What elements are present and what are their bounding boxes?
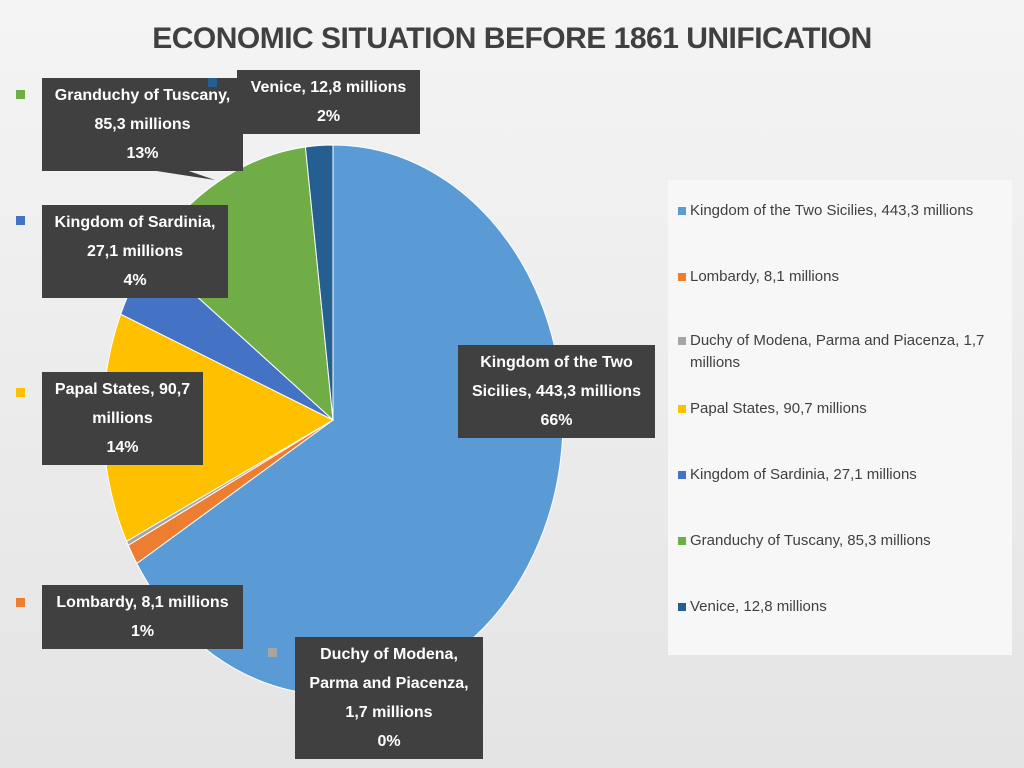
legend-label: Granduchy of Tuscany, 85,3 millions [690,532,931,549]
data-label-percent: 0% [377,733,401,750]
legend-swatch [678,471,686,479]
legend-entry: Duchy of Modena, Parma and Piacenza, 1,7… [678,330,1008,374]
data-label-name: Venice, 12,8 millions [250,79,407,96]
data-label-percent: 2% [316,108,341,125]
legend-swatch [678,537,686,545]
data-label-name: Papal States, 90,7 millions [54,381,191,427]
leader [150,168,215,180]
legend-label: Papal States, 90,7 millions [690,400,867,417]
label-key [268,648,277,657]
data-label: Kingdom of Sardinia, 27,1 millions 4% [42,205,228,298]
data-label: Venice, 12,8 millions 2% [237,70,420,134]
pie-slice [304,144,334,421]
data-label: Duchy of Modena, Parma and Piacenza, 1,7… [295,637,483,759]
data-label-name: Kingdom of the Two Sicilies, 443,3 milli… [472,354,641,400]
data-label: Lombardy, 8,1 millions 1% [42,585,243,649]
legend-entry: Kingdom of Sardinia, 27,1 millions [678,464,1008,486]
legend-entry: Granduchy of Tuscany, 85,3 millions [678,530,1008,552]
data-label-name: Duchy of Modena, Parma and Piacenza, 1,7… [309,646,469,721]
data-label-name: Granduchy of Tuscany, 85,3 millions [54,87,231,133]
legend-swatch [678,603,686,611]
data-label-name: Kingdom of Sardinia, 27,1 millions [54,214,216,260]
label-key [16,388,25,397]
legend-swatch [678,405,686,413]
data-label-percent: 66% [540,412,573,429]
legend-label: Kingdom of the Two Sicilies, 443,3 milli… [690,202,974,219]
legend: Kingdom of the Two Sicilies, 443,3 milli… [668,180,1012,655]
data-label: Papal States, 90,7 millions 14% [42,372,203,465]
label-key [16,216,25,225]
data-label-name: Lombardy, 8,1 millions [56,594,229,611]
legend-label: Lombardy, 8,1 millions [690,268,839,285]
label-key [16,598,25,607]
legend-label: Duchy of Modena, Parma and Piacenza, 1,7… [690,332,985,371]
legend-entry: Venice, 12,8 millions [678,596,1008,618]
legend-entry: Kingdom of the Two Sicilies, 443,3 milli… [678,200,1008,222]
data-label-percent: 14% [106,439,139,456]
data-label: Granduchy of Tuscany, 85,3 millions 13% [42,78,243,171]
legend-swatch [678,207,686,215]
label-key [208,78,217,87]
legend-swatch [678,273,686,281]
pie-slice [136,144,564,696]
legend-swatch [678,337,686,345]
legend-label: Venice, 12,8 millions [690,598,827,615]
data-label-percent: 13% [126,145,159,162]
legend-entry: Lombardy, 8,1 millions [678,266,1008,288]
data-label-percent: 4% [123,272,147,289]
data-label: Kingdom of the Two Sicilies, 443,3 milli… [458,345,655,438]
legend-entry: Papal States, 90,7 millions [678,398,1008,420]
label-key [16,90,25,99]
legend-label: Kingdom of Sardinia, 27,1 millions [690,466,917,483]
data-label-percent: 1% [130,623,155,640]
chart-title: ECONOMIC SITUATION BEFORE 1861 UNIFICATI… [152,22,872,55]
